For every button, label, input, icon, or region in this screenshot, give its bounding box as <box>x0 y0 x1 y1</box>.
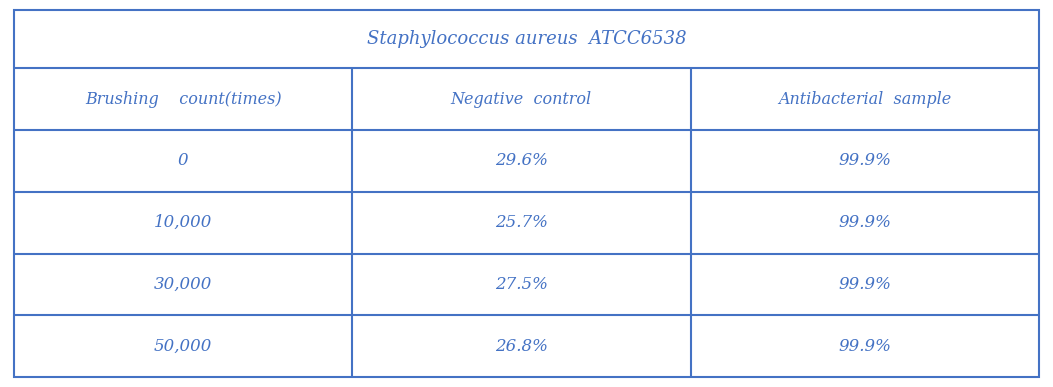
Text: Negative  control: Negative control <box>451 91 592 108</box>
Text: Brushing    count(times): Brushing count(times) <box>85 91 281 108</box>
Text: Staphylococcus aureus  ATCC6538: Staphylococcus aureus ATCC6538 <box>366 30 687 48</box>
Text: 25.7%: 25.7% <box>495 214 548 231</box>
Text: Antibacterial  sample: Antibacterial sample <box>778 91 951 108</box>
Text: 29.6%: 29.6% <box>495 152 548 170</box>
Text: 30,000: 30,000 <box>154 276 213 293</box>
Text: 99.9%: 99.9% <box>838 214 891 231</box>
Text: 99.9%: 99.9% <box>838 276 891 293</box>
Text: 0: 0 <box>178 152 188 170</box>
Text: 99.9%: 99.9% <box>838 337 891 354</box>
Text: 26.8%: 26.8% <box>495 337 548 354</box>
Text: 10,000: 10,000 <box>154 214 213 231</box>
Text: 50,000: 50,000 <box>154 337 213 354</box>
Text: 27.5%: 27.5% <box>495 276 548 293</box>
Text: 99.9%: 99.9% <box>838 152 891 170</box>
